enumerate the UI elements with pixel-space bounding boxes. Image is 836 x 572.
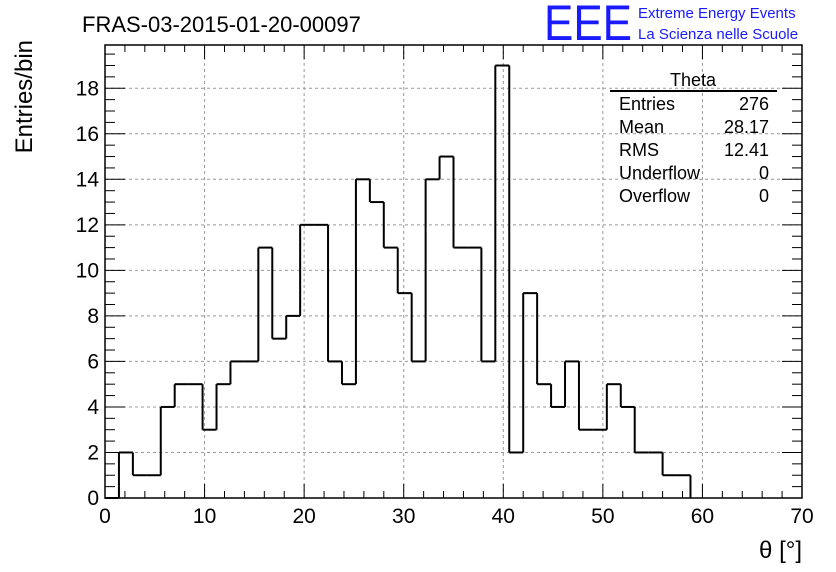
tick-labels: 0 10 20 30 40 50 60 70 0 2 4 6 8 10 12 14 16 18 — [76, 77, 814, 528]
x-tick-label: 70 — [790, 505, 813, 528]
eee-logo-mark: EEE — [544, 0, 632, 51]
stats-label: Overflow — [619, 186, 691, 206]
stats-value: 276 — [739, 94, 769, 114]
stats-label: RMS — [619, 140, 659, 160]
y-tick-label: 10 — [76, 259, 99, 282]
x-tick-label: 60 — [691, 505, 714, 528]
stats-value: 0 — [759, 163, 769, 183]
stats-box: Theta Entries 276 Mean 28.17 RMS 12.41 Underfl… — [610, 70, 777, 206]
chart-title: FRAS-03-2015-01-20-00097 — [82, 12, 361, 37]
eee-logo: EEE Extreme Energy Events La Scienza nel… — [544, 0, 798, 51]
x-axis-title: θ [°] — [759, 537, 802, 564]
plot-frame — [104, 44, 803, 499]
x-tick-label: 30 — [392, 505, 415, 528]
stats-value: 12.41 — [724, 140, 769, 160]
stats-value: 0 — [759, 186, 769, 206]
x-tick-label: 10 — [193, 505, 216, 528]
y-tick-label: 2 — [87, 441, 99, 464]
y-tick-label: 14 — [76, 168, 100, 191]
y-tick-label: 12 — [76, 214, 99, 237]
stats-rows: Entries 276 Mean 28.17 RMS 12.41 Underflow 0 Ove… — [619, 94, 769, 206]
y-tick-label: 6 — [87, 350, 99, 373]
stats-value: 28.17 — [724, 117, 769, 137]
y-tick-label: 4 — [87, 396, 99, 419]
logo-line-2: La Scienza nelle Scuole — [638, 26, 798, 43]
y-tick-label: 0 — [87, 487, 99, 510]
y-tick-label: 8 — [87, 305, 99, 328]
x-tick-label: 40 — [492, 505, 515, 528]
histogram-bars — [105, 64, 692, 499]
stats-label: Mean — [619, 117, 664, 137]
stats-title: Theta — [670, 70, 717, 90]
logo-line-1: Extreme Energy Events — [638, 5, 796, 22]
stats-label: Underflow — [619, 163, 701, 183]
x-tick-label: 50 — [591, 505, 614, 528]
x-tick-label: 0 — [99, 505, 111, 528]
y-tick-label: 18 — [76, 77, 99, 100]
stats-label: Entries — [619, 94, 675, 114]
y-tick-label: 16 — [76, 123, 99, 146]
axis-ticks — [104, 45, 803, 499]
x-tick-label: 20 — [292, 505, 315, 528]
y-axis-title: Entries/bin — [11, 40, 38, 153]
